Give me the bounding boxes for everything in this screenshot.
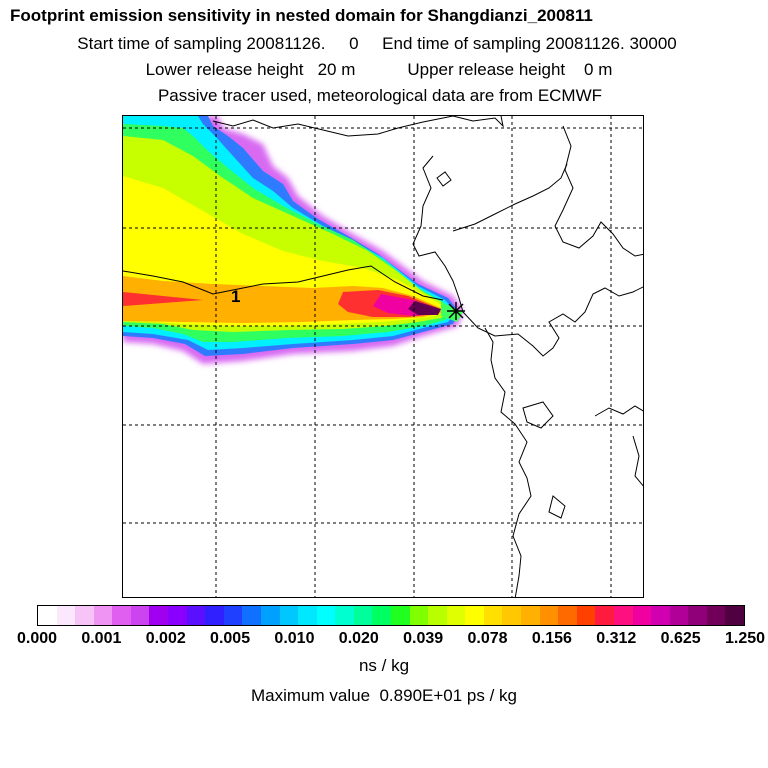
footprint-plume [123,116,463,364]
colorbar-cell [502,606,522,625]
colorbar-cell [613,606,633,625]
colorbar-tick-label: 0.005 [210,630,251,647]
colorbar-cell [632,606,652,625]
colorbar-cell [168,606,187,625]
tracer-info-line: Passive tracer used, meteorological data… [157,86,603,105]
sampling-time-line: Start time of sampling 20081126. 0 End t… [77,34,677,53]
colorbar-cell [725,606,744,625]
plume-level-red [123,290,438,317]
colorbar-cell [93,606,113,625]
plot-title: Footprint emission sensitivity in nested… [10,6,593,25]
colorbar-tick-label: 0.001 [81,630,122,647]
contour-label: 1 [231,287,240,306]
colorbar-tick-label: 0.039 [403,630,444,647]
liaodong-coast [452,163,568,232]
colorbar-cell [390,606,410,625]
colorbar-cell [558,606,577,625]
colorbar-cell [242,606,261,625]
colorbar-cell [688,606,707,625]
colorbar-cell [298,606,317,625]
northern-border-line [212,116,454,137]
colorbar-tick-label: 1.250 [724,630,766,647]
colorbar-cell [353,606,373,625]
sea-island [436,171,452,187]
coastline-east [412,155,643,357]
colorbar-cell [446,606,466,625]
maximum-value-line: Maximum value 0.890E+01 ps / kg [251,686,517,705]
colorbar-cell [706,606,726,625]
colorbar-cell [260,606,280,625]
colorbar-cell [409,606,429,625]
coastlines [123,116,643,597]
colorbar-cell [223,606,243,625]
colorbar-cell [669,606,689,625]
colorbar-tick-label: 0.312 [596,630,637,647]
colorbar-cell [75,606,94,625]
colorbar-tick-label: 0.010 [274,630,315,647]
colorbar-cell [205,606,224,625]
colorbar-cell [186,606,206,625]
plume-level-core [408,301,441,315]
colorbar-cell [56,606,76,625]
map-canvas: 1 [123,116,643,597]
coastline-bay [484,327,532,597]
colorbar-tick-label: 0.002 [145,630,186,647]
receptor-cross-icon [447,302,465,320]
colorbar-cell [428,606,447,625]
korea-coast-2 [632,435,643,487]
northern-border-line-2 [452,116,504,128]
colorbar-tick-label: 0.625 [660,630,701,647]
colorbar-cell [316,606,336,625]
colorbar-cell [521,606,540,625]
colorbar-cell [651,606,670,625]
colorbar-tick-label: 0.000 [16,630,58,647]
peninsula-line [522,401,554,429]
island-line [548,495,566,519]
plume-tip [441,302,463,322]
colorbar-unit: ns / kg [358,656,410,675]
korea-coast [594,405,643,417]
colorbar-cell [372,606,391,625]
colorbar-cell [38,606,57,625]
map-panel: 1 [122,115,644,598]
colorbar-tick-label: 0.156 [531,630,572,647]
east-coast-line [554,125,643,257]
colorbar-tick-label: 0.020 [338,630,379,647]
colorbar-cell [130,606,150,625]
colorbar-tick-label: 0.078 [467,630,508,647]
lat-lon-grid [123,116,643,597]
colorbar-cell [112,606,131,625]
colorbar-cell [576,606,596,625]
colorbar-cell [539,606,559,625]
colorbar-cell [465,606,484,625]
river-line [123,265,444,301]
colorbar [37,605,745,626]
colorbar-cell [595,606,614,625]
colorbar-cell [483,606,503,625]
release-height-line: Lower release height 20 m Upper release … [145,60,613,79]
colorbar-cell [335,606,354,625]
colorbar-cell [279,606,299,625]
colorbar-cell [149,606,169,625]
